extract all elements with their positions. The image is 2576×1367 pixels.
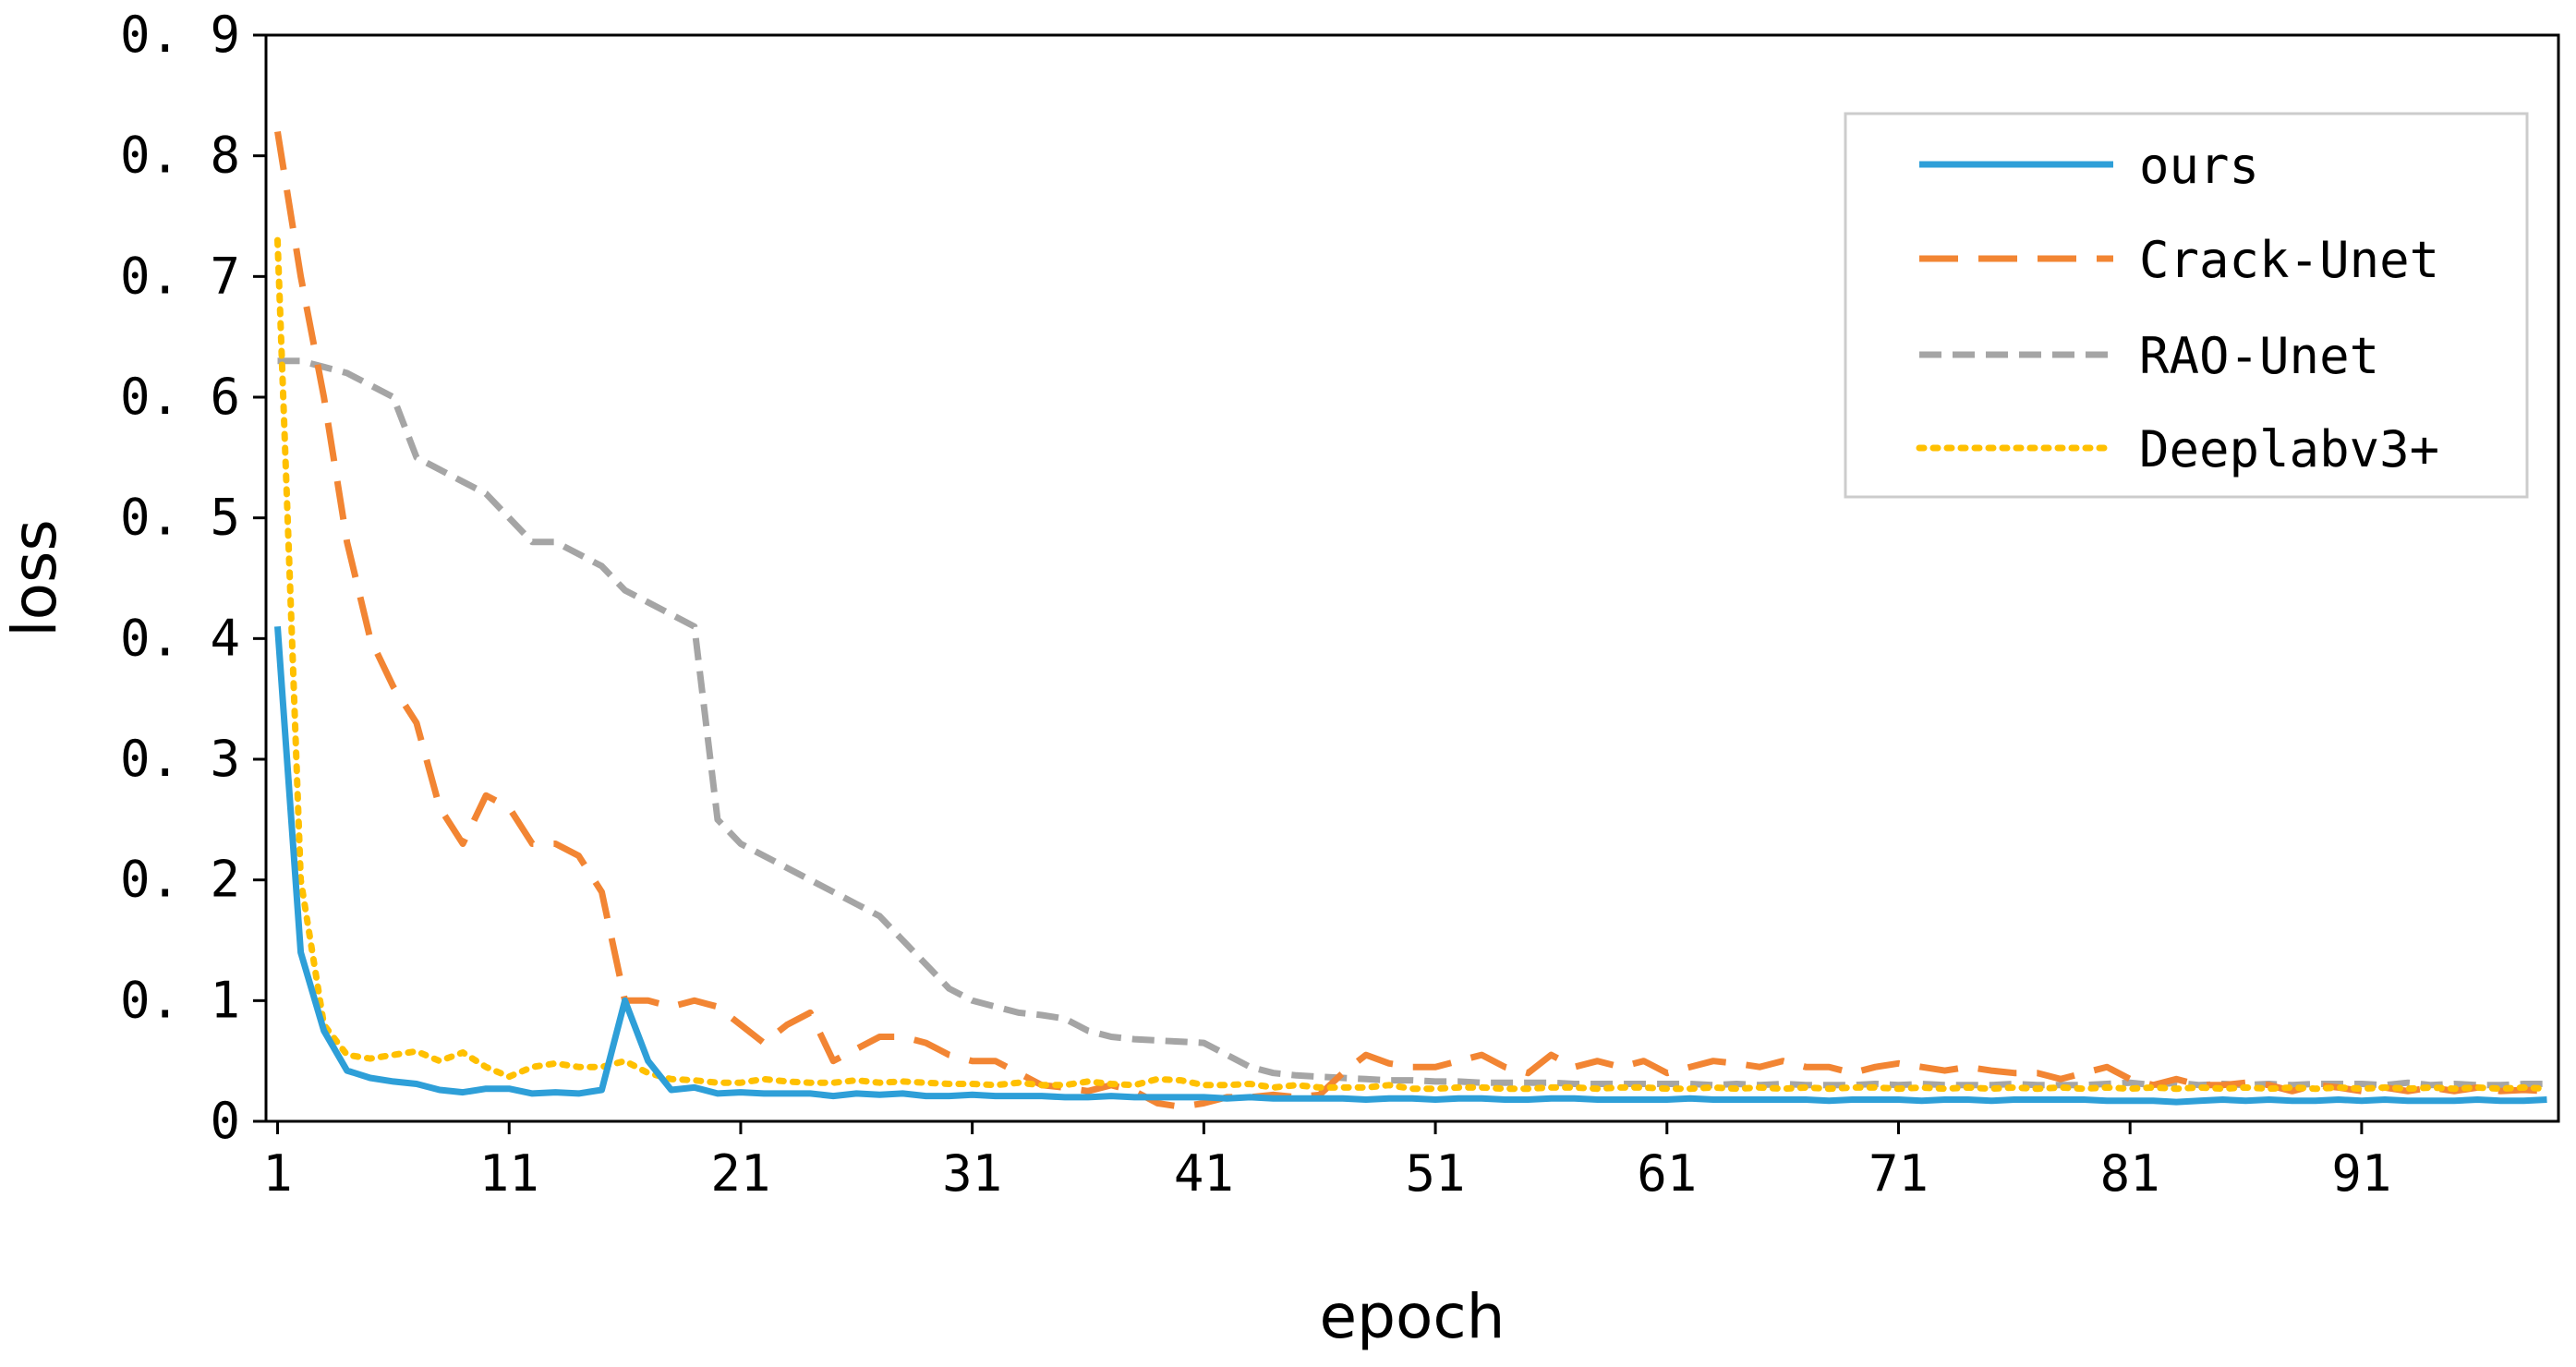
x-tick-label: 11 [479,1144,539,1203]
y-tick-label: 0. 6 [120,368,240,426]
y-tick-label: 0. 5 [120,489,240,547]
y-tick-label: 0. 7 [120,247,240,305]
x-tick-label: 31 [942,1144,1002,1203]
x-tick-label: 21 [710,1144,770,1203]
legend-label-rao-unet: RAO-Unet [2139,327,2379,385]
series-layer [274,130,2550,1110]
x-tick-label: 71 [1869,1144,1929,1203]
series-line-ours [274,626,2547,1106]
legend-box [1844,112,2529,499]
y-tick-label: 0. 8 [120,127,240,185]
x-tick-label: 1 [262,1144,293,1203]
y-tick-label: 0. 4 [120,609,240,667]
y-tick-label: 0. 1 [120,971,240,1029]
legend-label-deeplabv3plus: Deeplabv3+ [2139,420,2439,478]
x-axis-title: epoch [1320,1281,1506,1352]
y-axis-title: loss [0,519,70,637]
legend-label-ours: ours [2139,137,2259,195]
x-tick-label: 61 [1637,1144,1697,1203]
legend-label-crack-unet: Crack-Unet [2139,231,2439,289]
x-tick-label: 81 [2100,1144,2160,1203]
y-tick-label: 0. 9 [120,6,240,64]
legend: ours Crack-Unet RAO-Unet Deeplabv3+ [1844,112,2529,499]
x-tick-label: 91 [2331,1144,2391,1203]
series-line-crack-unet [274,130,2547,1110]
x-tick-label: 51 [1406,1144,1466,1203]
x-tick-label: 41 [1174,1144,1234,1203]
y-tick-label: 0. 2 [120,851,240,909]
y-tick-label: 0 [210,1092,240,1150]
y-tick-label: 0. 3 [120,730,240,788]
